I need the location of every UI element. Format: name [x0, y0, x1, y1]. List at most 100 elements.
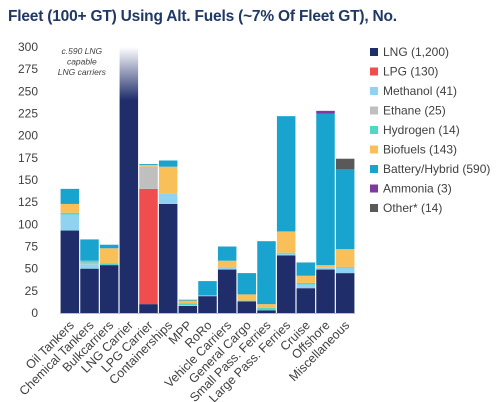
bar-segment-lng: [237, 301, 257, 313]
bar-segment-methanol: [276, 253, 296, 256]
y-tick-label: 200: [18, 129, 38, 143]
bar-segment-lng: [119, 47, 139, 313]
bar-segment-battery-hybrid: [276, 116, 296, 232]
bars: [60, 47, 355, 313]
bar-stack-mpp: [178, 299, 198, 313]
bar-stack-roro: [198, 281, 217, 313]
bar-segment-methanol: [178, 305, 198, 306]
bar-segment-battery-hybrid: [158, 160, 178, 167]
bar-segment-lng: [80, 268, 99, 313]
bar-segment-ammonia: [316, 110, 335, 114]
y-tick-label: 75: [25, 240, 39, 254]
bar-segment-biofuels: [276, 231, 296, 253]
bar-segment-biofuels: [99, 248, 119, 264]
bar-segment-lng: [139, 304, 158, 313]
legend-item-biofuels: Biofuels (143): [370, 143, 457, 157]
bar-segment-battery-hybrid: [198, 281, 217, 296]
y-axis: 0 25 50 75 100 125 150 175 200 225 250 275 300: [18, 40, 38, 320]
bar-segment-biofuels: [60, 203, 80, 213]
bar-segment-lng: [178, 305, 198, 313]
bar-segment-battery-hybrid: [335, 169, 355, 250]
bar-segment-hydrogen: [276, 252, 296, 254]
annotation-text: LNG carriers: [58, 67, 107, 77]
y-tick-label: 125: [18, 195, 38, 209]
bar-segment-lng: [217, 269, 237, 313]
y-tick-label: 300: [18, 40, 38, 54]
bar-segment-methanol: [158, 193, 178, 204]
bar-stack-small-pass-ferries: [257, 241, 276, 313]
legend-swatch: [370, 145, 378, 154]
bar-segment-hydrogen: [296, 282, 316, 285]
bar-segment-battery-hybrid: [139, 164, 158, 165]
bar-segment-battery-hybrid: [296, 262, 316, 276]
bar-stack-lpg-carrier: [139, 164, 158, 313]
bar-segment-other: [335, 158, 355, 170]
bar-segment-biofuels: [316, 265, 335, 268]
legend-item-ethane: Ethane (25): [370, 104, 446, 118]
bar-stack-bulkcarriers: [99, 244, 119, 313]
bar-segment-hydrogen: [257, 307, 276, 311]
legend-label: Methanol (41): [383, 84, 457, 98]
legend-item-battery-hybrid: Battery/Hybrid (590): [370, 162, 490, 176]
y-tick-label: 50: [25, 262, 39, 276]
bar-stack-vehicle-carriers: [217, 246, 237, 313]
bar-segment-lng: [316, 269, 335, 313]
annotation-text: capable: [67, 57, 97, 67]
bar-segment-battery-hybrid: [217, 246, 237, 261]
y-tick-label: 250: [18, 84, 38, 98]
y-tick-label: 275: [18, 62, 38, 76]
bar-segment-lng: [158, 203, 178, 313]
bar-segment-biofuels: [335, 249, 355, 267]
legend-item-other: Other* (14): [370, 201, 442, 215]
legend-swatch: [370, 87, 378, 95]
bar-segment-hydrogen: [335, 266, 355, 268]
legend-swatch: [370, 126, 378, 134]
bar-segment-hydrogen: [237, 300, 257, 302]
bar-segment-methanol: [60, 214, 80, 231]
bar-stack-miscellaneous: [335, 158, 355, 313]
legend-swatch: [370, 204, 378, 212]
legend-item-lng: LNG (1,200): [370, 45, 449, 59]
bar-segment-biofuels: [178, 300, 198, 304]
legend-item-hydrogen: Hydrogen (14): [370, 123, 460, 137]
bar-stack-large-pass-ferries: [276, 116, 296, 313]
legend-label: Ammonia (3): [383, 182, 452, 196]
bar-segment-methanol: [80, 264, 99, 269]
bar-segment-lng: [257, 310, 276, 313]
bar-segment-biofuels: [158, 166, 178, 194]
bar-segment-lng: [99, 265, 119, 313]
bar-segment-lng: [296, 288, 316, 313]
bar-segment-biofuels: [139, 164, 158, 167]
legend-label: Other* (14): [383, 201, 442, 215]
bar-segment-lpg: [139, 188, 158, 305]
legend-swatch: [370, 165, 378, 173]
legend-item-lpg: LPG (130): [370, 65, 438, 79]
bar-segment-methanol: [217, 266, 237, 270]
bar-stack-general-cargo: [237, 273, 257, 313]
legend-swatch: [370, 48, 378, 56]
bar-segment-biofuels: [296, 275, 316, 283]
bar-segment-hydrogen: [178, 303, 198, 306]
bar-segment-battery-hybrid: [80, 239, 99, 261]
y-tick-label: 0: [31, 306, 38, 320]
legend-label: LPG (130): [383, 65, 438, 79]
bar-segment-battery-hybrid: [178, 299, 198, 301]
annotation-text: c.590 LNG: [62, 46, 103, 56]
bar-segment-hydrogen: [99, 263, 119, 266]
legend-swatch: [370, 67, 378, 76]
bar-segment-battery-hybrid: [257, 241, 276, 305]
legend-item-methanol: Methanol (41): [370, 84, 457, 98]
legend-label: Biofuels (143): [383, 143, 457, 157]
bar-segment-hydrogen: [198, 295, 217, 297]
bar-segment-battery-hybrid: [316, 113, 335, 266]
bar-segment-hydrogen: [80, 260, 99, 263]
bar-segment-lng: [335, 273, 355, 313]
chart-title: Fleet (100+ GT) Using Alt. Fuels (~7% Of…: [8, 8, 397, 25]
bar-segment-ethane: [139, 166, 158, 189]
legend-label: Battery/Hybrid (590): [383, 162, 490, 176]
bar-segment-battery-hybrid: [237, 273, 257, 295]
y-tick-label: 25: [25, 284, 39, 298]
y-tick-label: 100: [18, 217, 38, 231]
